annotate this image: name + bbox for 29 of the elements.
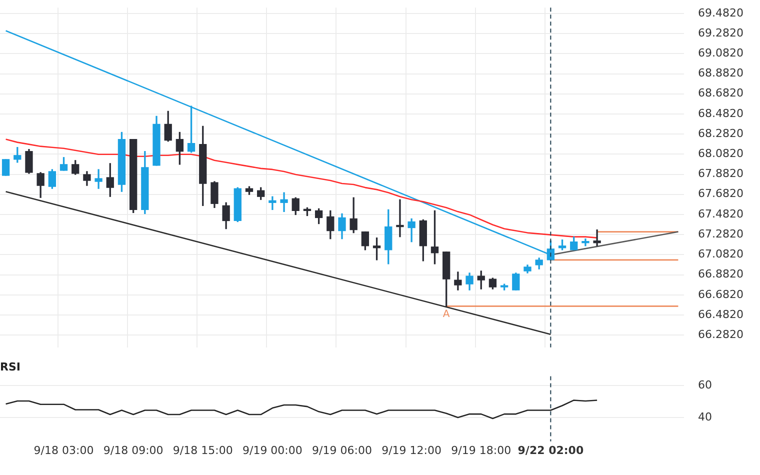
y-tick-label: 68.4820 bbox=[698, 106, 744, 120]
y-tick-label: 67.6820 bbox=[698, 187, 744, 200]
x-tick-label: 9/19 06:00 bbox=[312, 444, 372, 457]
y-tick-label: 68.2820 bbox=[698, 126, 744, 140]
y-tick-label: 40 bbox=[698, 410, 712, 424]
y-tick-label: 68.8820 bbox=[698, 66, 744, 80]
annotation: A bbox=[442, 308, 450, 320]
y-tick-label: 60 bbox=[698, 378, 712, 392]
x-tick-label: 9/22 02:00 bbox=[518, 444, 584, 457]
y-tick-label: 67.2820 bbox=[698, 227, 744, 240]
x-tick-label: 9/19 18:00 bbox=[451, 444, 512, 457]
y-tick-label: 67.0820 bbox=[698, 248, 744, 261]
x-tick-label: 9/18 15:00 bbox=[172, 444, 233, 457]
chart-title: RSI bbox=[0, 360, 20, 374]
y-tick-label: 66.4820 bbox=[698, 308, 744, 321]
y-tick-label: 69.2820 bbox=[698, 26, 744, 40]
x-tick-label: 9/18 03:00 bbox=[34, 444, 94, 457]
y-tick-label: 66.8820 bbox=[698, 268, 744, 281]
y-tick-label: 66.6820 bbox=[698, 288, 744, 301]
y-tick-label: 68.0820 bbox=[698, 147, 744, 160]
y-tick-label: 67.8820 bbox=[698, 167, 744, 180]
y-tick-label: 69.0820 bbox=[698, 46, 744, 60]
y-tick-label: 68.6820 bbox=[698, 86, 744, 100]
x-tick-label: 9/19 00:00 bbox=[242, 444, 302, 457]
y-tick-label: 69.4820 bbox=[698, 6, 744, 20]
y-tick-label: 66.2820 bbox=[698, 328, 744, 341]
x-tick-label: 9/19 12:00 bbox=[382, 444, 442, 457]
x-tick-label: 9/18 09:00 bbox=[103, 444, 164, 457]
y-tick-label: 67.4820 bbox=[698, 207, 744, 220]
